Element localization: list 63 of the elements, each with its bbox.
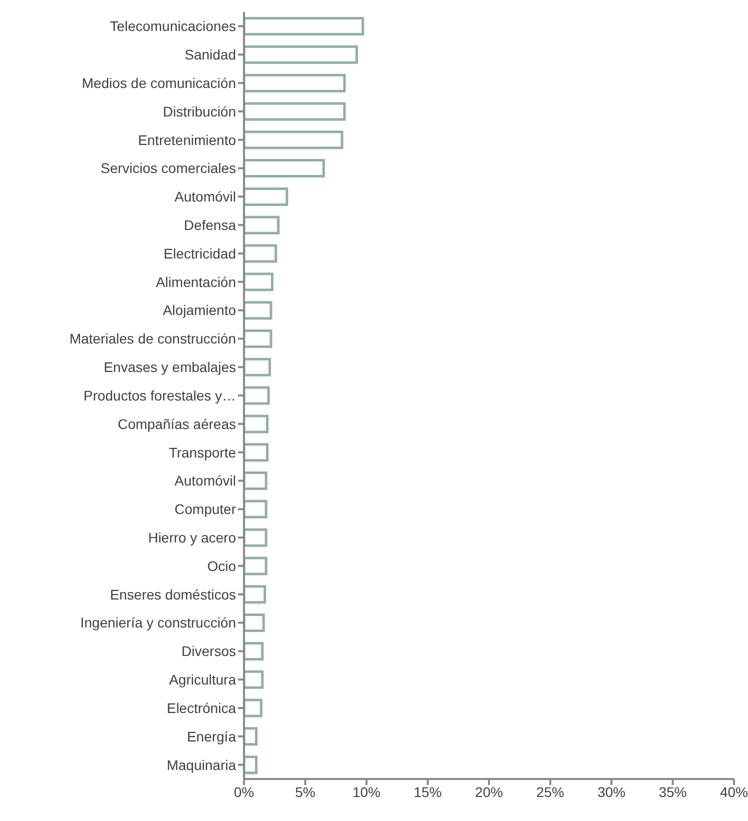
bar <box>244 472 268 490</box>
bar <box>244 727 258 746</box>
y-tick-label: Agricultura <box>169 672 236 688</box>
y-tick-label: Productos forestales y… <box>83 387 236 404</box>
bar <box>244 585 266 604</box>
x-tick-label: 0% <box>234 784 254 800</box>
y-tick-label: Energía <box>186 728 236 744</box>
y-tick-label: Envases y embalajes <box>104 359 236 376</box>
y-tick-label: Electrónica <box>166 700 236 716</box>
bar <box>244 358 271 376</box>
y-tick-label: Sanidad <box>184 46 236 63</box>
y-tick-label: Automóvil <box>174 188 236 205</box>
bar <box>244 159 325 178</box>
y-tick-label: Distribución <box>162 103 236 120</box>
x-tick-label: 30% <box>597 784 626 800</box>
x-tick-label: 5% <box>295 784 316 800</box>
y-tick-label: Servicios comerciales <box>100 160 236 176</box>
y-tick-label: Telecomunicaciones <box>110 18 236 34</box>
bar <box>244 301 272 320</box>
y-tick-label: Maquinaria <box>166 756 236 773</box>
bar <box>244 556 268 576</box>
bar <box>244 216 280 234</box>
y-tick-label: Computer <box>174 501 236 518</box>
bar <box>244 528 268 547</box>
y-tick-label: Electricidad <box>164 245 236 262</box>
bar <box>244 329 272 348</box>
bar <box>244 102 346 121</box>
x-tick-label: 15% <box>414 784 442 800</box>
bar <box>244 414 269 434</box>
bar <box>244 642 264 660</box>
bar <box>244 614 265 632</box>
bar <box>244 756 258 774</box>
y-tick-label: Hierro y acero <box>148 530 236 546</box>
bar <box>244 244 278 263</box>
y-tick-label: Materiales de construcción <box>69 330 236 347</box>
x-tick-label: 10% <box>352 784 381 800</box>
y-tick-label: Ingeniería y construcción <box>80 614 236 631</box>
x-tick-label: 35% <box>658 784 687 800</box>
y-tick-label: Alimentación <box>156 274 236 290</box>
bar <box>244 443 269 462</box>
y-tick-label: Defensa <box>184 217 236 234</box>
x-tick-label: 25% <box>536 784 564 800</box>
y-tick-label: Enseres domésticos <box>110 586 236 602</box>
y-tick-label: Transporte <box>168 444 236 460</box>
bar <box>244 17 364 36</box>
bar <box>244 74 346 92</box>
y-tick-label: Compañías aéreas <box>118 416 236 432</box>
bar <box>244 187 288 206</box>
y-tick-label: Alojamiento <box>162 302 236 318</box>
bar <box>244 272 274 292</box>
bar <box>244 386 270 405</box>
bar <box>244 130 344 150</box>
y-tick-label: Entretenimiento <box>138 132 236 148</box>
bar <box>244 670 264 689</box>
x-tick-label: 20% <box>474 784 504 800</box>
x-tick-label: 40% <box>720 784 748 800</box>
bar <box>244 500 268 518</box>
bar <box>244 698 262 718</box>
y-tick-label: Ocio <box>207 558 236 574</box>
y-tick-label: Diversos <box>182 643 236 660</box>
bar <box>244 45 358 64</box>
y-tick-label: Automóvil <box>174 472 236 489</box>
y-tick-label: Medios de comunicación <box>82 74 236 91</box>
